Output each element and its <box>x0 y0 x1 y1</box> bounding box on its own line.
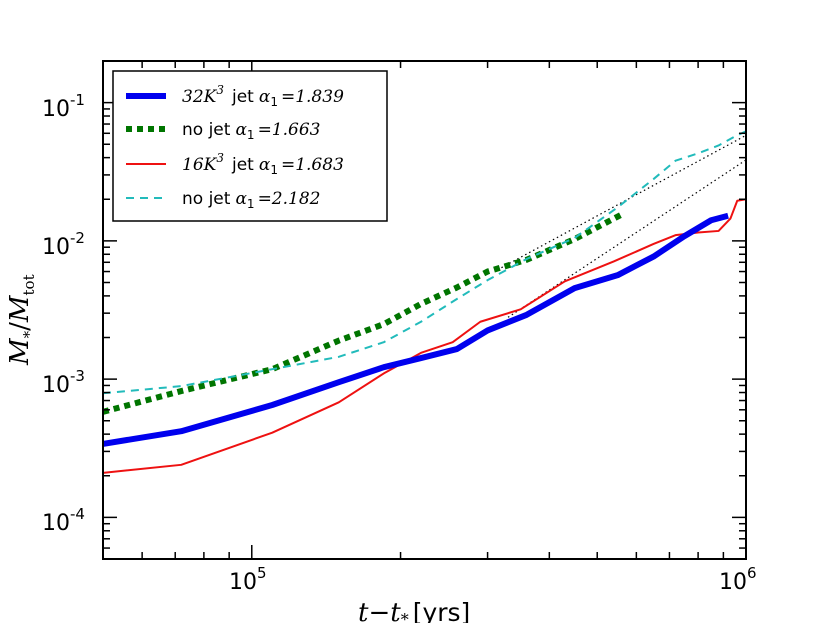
tick-layer <box>102 60 747 560</box>
legend: 32K3 jet α1 =1.839 no jet α1 =1.663 16K3 jet α1… <box>112 70 388 222</box>
x-tick-label: 105 <box>229 564 267 595</box>
x-tick-label: 106 <box>719 564 757 595</box>
y-tick-labels: 10-4 10-3 10-2 10-1 <box>42 91 85 536</box>
legend-entry: no jet α1 =2.182 <box>182 189 320 211</box>
series-line-fit-upper <box>501 134 746 269</box>
series-line-3 <box>103 130 746 395</box>
series-layer <box>103 130 746 474</box>
series-line-2 <box>103 198 746 474</box>
y-tick-label: 10-1 <box>42 91 85 122</box>
y-tick-label: 10-3 <box>42 367 85 398</box>
x-axis-label: t−t* [yrs] <box>358 598 470 623</box>
y-tick-label: 10-2 <box>42 229 85 260</box>
y-tick-label: 10-4 <box>42 505 85 536</box>
series-line-0 <box>103 212 729 447</box>
plot-frame <box>102 60 747 560</box>
series-line-1 <box>103 211 623 415</box>
x-tick-labels: 105 106 <box>229 564 757 595</box>
legend-entry: 16K3 jet α1 =1.683 <box>182 151 344 177</box>
legend-entry: no jet α1 =1.663 <box>182 120 320 142</box>
y-axis-label: M*/Mtot <box>5 274 38 366</box>
legend-entry: 32K3 jet α1 =1.839 <box>182 83 344 109</box>
